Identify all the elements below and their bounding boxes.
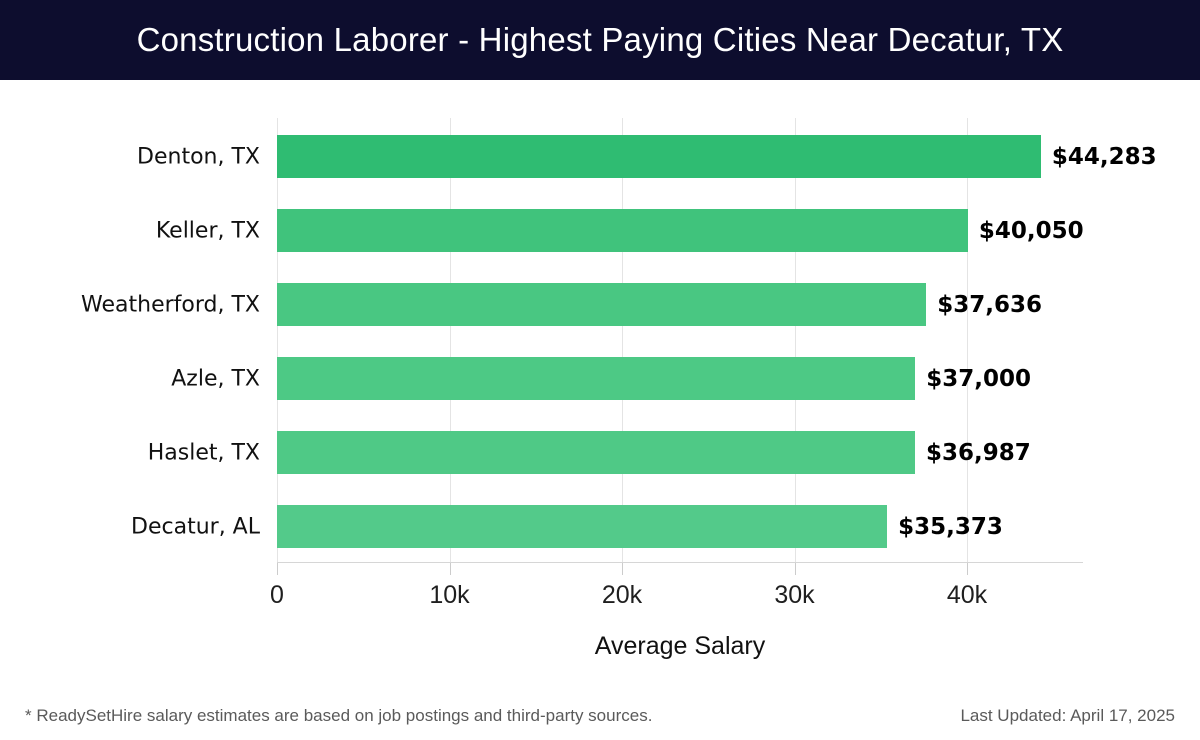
- tick-mark: [277, 563, 278, 575]
- bar: [277, 283, 927, 326]
- x-tick-label: 0: [270, 581, 284, 609]
- header-banner: Construction Laborer - Highest Paying Ci…: [0, 0, 1200, 80]
- plot-area: $44,283 $40,050 $37,636 $37,000 $36,987 $35,3…: [277, 118, 1157, 575]
- bar-value-label: $37,000: [926, 365, 1032, 392]
- category-label: Azle, TX: [171, 366, 260, 391]
- bar-value-label: $40,050: [978, 217, 1084, 244]
- x-tick-label: 40k: [946, 581, 988, 609]
- tick-mark: [967, 563, 968, 575]
- disclaimer-text: * ReadySetHire salary estimates are base…: [25, 706, 653, 725]
- x-tick-label: 20k: [601, 581, 643, 609]
- x-tick-label: 10k: [429, 581, 470, 609]
- gridline: [622, 118, 623, 562]
- gridline: [967, 118, 968, 562]
- x-axis-tick-labels: 0 10k 20k 30k 40k: [0, 581, 1200, 611]
- bar: [277, 135, 1041, 178]
- bar: [277, 505, 888, 548]
- bar-value-label: $36,987: [926, 439, 1031, 466]
- gridline: [794, 118, 796, 562]
- category-label: Denton, TX: [137, 144, 260, 169]
- category-label: Weatherford, TX: [81, 292, 260, 317]
- bar-value-label: $35,373: [898, 513, 1003, 540]
- bar-value-label: $44,283: [1051, 143, 1157, 170]
- gridline: [449, 118, 451, 562]
- category-label: Haslet, TX: [147, 440, 260, 465]
- bar: [277, 209, 968, 252]
- gridline: [277, 118, 278, 562]
- category-label: Keller, TX: [155, 218, 260, 243]
- tick-mark: [449, 563, 451, 575]
- x-axis-title: Average Salary: [594, 632, 766, 660]
- tick-mark: [794, 563, 796, 575]
- category-axis-labels: Denton, TX Keller, TX Weatherford, TX Azle,…: [0, 118, 260, 563]
- bar-value-label: $37,636: [937, 291, 1042, 318]
- last-updated-text: Last Updated: April 17, 2025: [960, 706, 1175, 725]
- bar: [277, 357, 916, 400]
- bar: [277, 431, 916, 474]
- tick-mark: [622, 563, 623, 575]
- x-tick-label: 30k: [774, 581, 815, 609]
- footer: * ReadySetHire salary estimates are base…: [0, 706, 1200, 726]
- chart-title: Construction Laborer - Highest Paying Ci…: [136, 21, 1064, 58]
- category-label: Decatur, AL: [131, 514, 260, 539]
